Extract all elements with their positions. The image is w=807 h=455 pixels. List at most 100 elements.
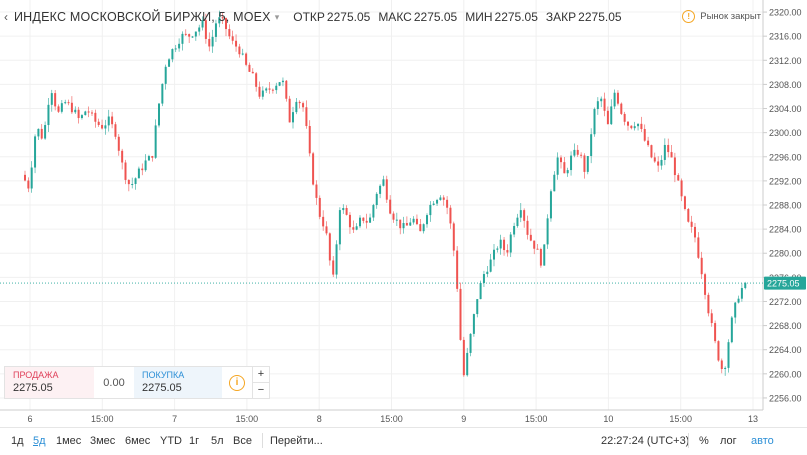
candle-body <box>730 317 733 343</box>
candle-body <box>315 184 318 198</box>
candle-body <box>54 93 57 107</box>
candle-body <box>37 128 40 137</box>
price-chart[interactable]: 2256.002260.002264.002268.002272.002276.… <box>0 0 807 427</box>
candle-body <box>623 113 626 122</box>
symbol-title[interactable]: ИНДЕКС МОСКОВСКОЙ БИРЖИ, 5, MOEX <box>14 10 271 24</box>
warning-icon: ! <box>682 10 696 23</box>
x-tick-label: 15:00 <box>236 414 259 424</box>
clock-time[interactable]: 22:27:24 (UTC+3) <box>601 435 690 447</box>
range-1y[interactable]: 1г <box>189 435 200 447</box>
candle-body <box>332 260 335 275</box>
candle-body <box>553 174 556 192</box>
y-tick-label: 2316.00 <box>769 32 802 42</box>
candle-body <box>405 223 408 226</box>
candle-body <box>248 64 251 72</box>
candle-body <box>80 115 83 119</box>
range-5d[interactable]: 5д <box>33 435 46 447</box>
last-price-badge <box>764 276 806 290</box>
candle-body <box>124 162 127 180</box>
candle-body <box>74 109 77 113</box>
quantity-stepper[interactable]: + − <box>252 367 269 398</box>
candle-body <box>452 223 455 251</box>
candle-body <box>365 220 368 223</box>
range-6m[interactable]: 6мес <box>125 435 151 447</box>
candle-body <box>114 124 117 137</box>
range-ytd[interactable]: YTD <box>160 435 182 447</box>
log-scale-toggle[interactable]: лог <box>720 435 737 447</box>
increase-button[interactable]: + <box>253 367 269 383</box>
candle-body <box>111 116 114 125</box>
auto-scale-toggle[interactable]: авто <box>751 435 774 447</box>
candle-body <box>640 123 643 130</box>
candle-body <box>392 213 395 220</box>
back-arrow-icon[interactable]: ‹ <box>4 10 8 24</box>
candle-body <box>419 224 422 232</box>
candle-body <box>389 199 392 214</box>
candle-body <box>308 126 311 154</box>
range-1d[interactable]: 1д <box>11 435 24 447</box>
candle-body <box>496 248 499 250</box>
percent-scale-toggle[interactable]: % <box>699 435 709 447</box>
candle-body <box>714 323 717 342</box>
candle-body <box>633 126 636 129</box>
open-value: 2275.05 <box>326 10 371 24</box>
candle-body <box>526 220 529 235</box>
candle-body <box>57 106 60 112</box>
candle-body <box>482 274 485 283</box>
candle-body <box>700 257 703 275</box>
candle-body <box>573 149 576 156</box>
candle-body <box>610 106 613 125</box>
candle-body <box>245 53 248 65</box>
sell-button[interactable]: ПРОДАЖА 2275.05 <box>5 367 94 398</box>
candle-body <box>70 102 73 113</box>
low-label: МИН <box>465 10 493 24</box>
candle-body <box>191 36 194 38</box>
low-value: 2275.05 <box>494 10 538 24</box>
candle-body <box>516 217 519 227</box>
candle-body <box>302 103 305 108</box>
close-value: 2275.05 <box>578 10 622 24</box>
candle-body <box>717 341 720 361</box>
candle-body <box>101 124 104 129</box>
candle-body <box>204 20 207 39</box>
candle-body <box>523 210 526 221</box>
candle-body <box>44 125 47 139</box>
y-tick-label: 2292.00 <box>769 176 802 186</box>
decrease-button[interactable]: − <box>257 384 265 396</box>
candle-body <box>228 29 231 37</box>
candle-body <box>720 360 723 370</box>
candle-body <box>449 207 452 224</box>
info-button[interactable]: i <box>222 367 252 398</box>
high-label: МАКС <box>378 10 412 24</box>
candle-body <box>647 140 650 146</box>
goto-date-button[interactable]: Перейти... <box>270 435 323 447</box>
range-5y[interactable]: 5л <box>211 435 224 447</box>
range-1m[interactable]: 1мес <box>56 435 82 447</box>
candle-body <box>399 219 402 229</box>
y-tick-label: 2264.00 <box>769 345 802 355</box>
x-tick-label: 7 <box>172 414 177 424</box>
candle-body <box>147 156 150 161</box>
candle-body <box>325 226 328 234</box>
candle-body <box>298 101 301 104</box>
candle-body <box>466 352 469 376</box>
candle-body <box>670 152 673 158</box>
candle-body <box>603 98 606 111</box>
candle-body <box>506 250 509 253</box>
candle-body <box>292 112 294 123</box>
candle-body <box>744 283 747 289</box>
candle-body <box>348 214 351 228</box>
candle-body <box>64 102 67 104</box>
candle-body <box>352 227 355 230</box>
close-label: ЗАКР <box>545 10 577 24</box>
range-3m[interactable]: 3мес <box>90 435 116 447</box>
market-status: ! Рынок закрыт <box>682 10 761 23</box>
chevron-down-icon[interactable]: ▾ <box>274 11 280 22</box>
candle-body <box>570 155 573 171</box>
range-all[interactable]: Все <box>233 435 252 447</box>
candle-body <box>429 204 432 216</box>
high-value: 2275.05 <box>413 10 458 24</box>
buy-button[interactable]: ПОКУПКА 2275.05 <box>134 367 222 398</box>
candle-body <box>241 53 244 55</box>
x-tick-label: 10 <box>603 414 613 424</box>
